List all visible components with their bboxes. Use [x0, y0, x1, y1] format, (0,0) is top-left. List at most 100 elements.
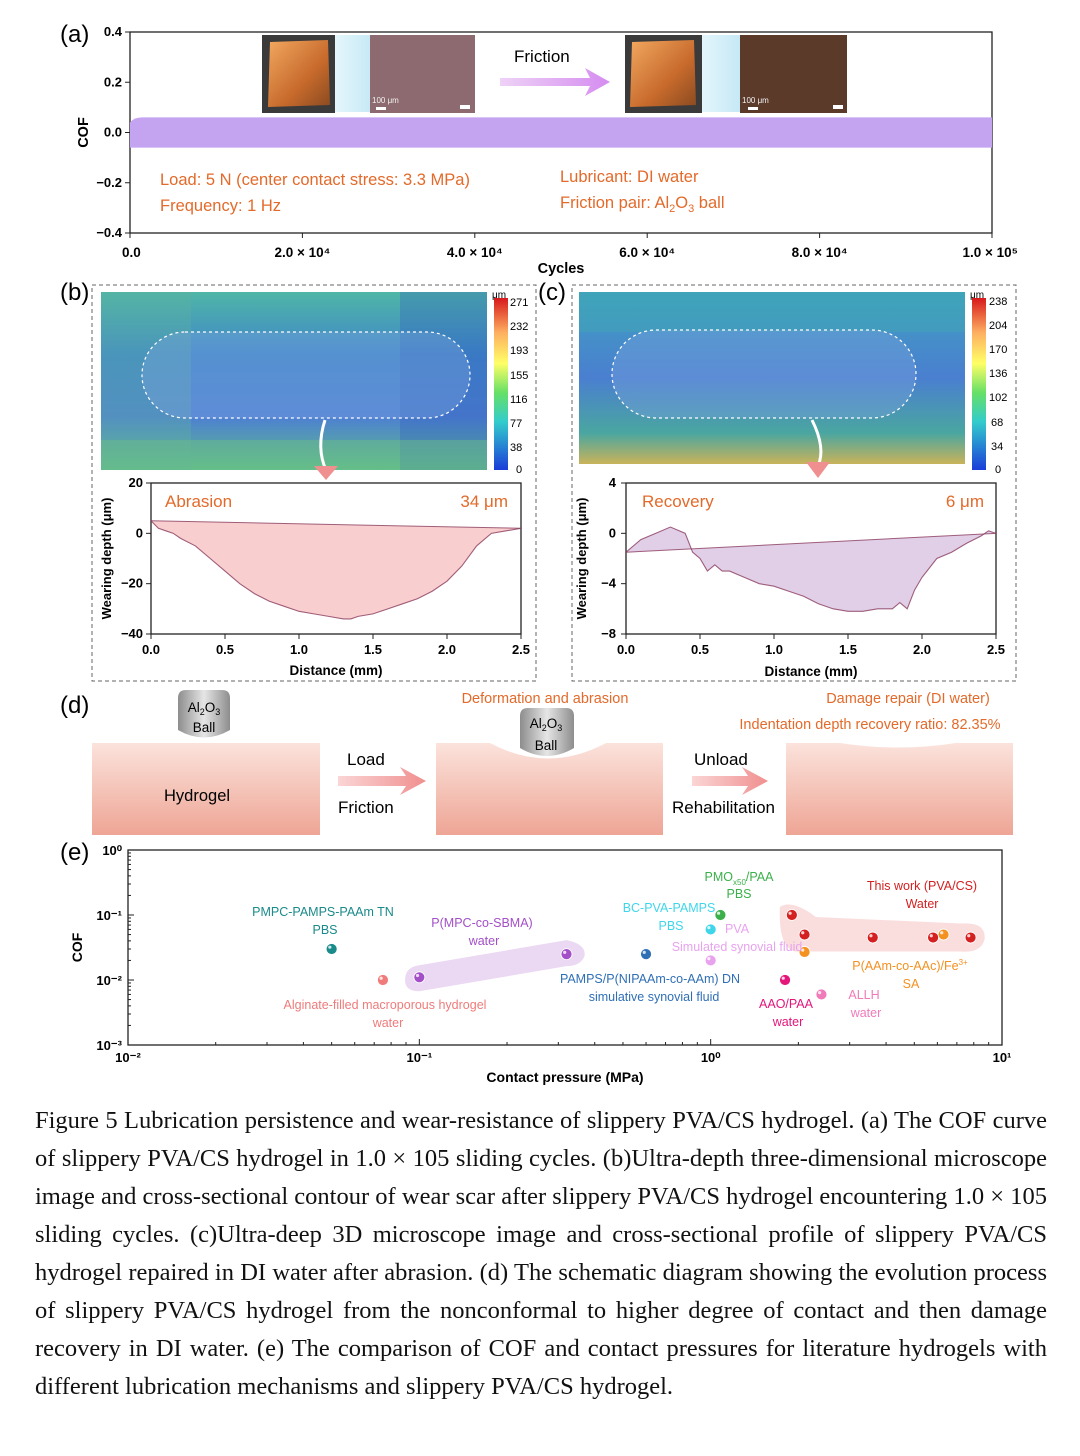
colorbar-tick: 170: [989, 344, 1007, 356]
profile-label-b: Abrasion: [165, 492, 232, 511]
data-point: [704, 954, 717, 967]
friction-label: Friction: [338, 798, 394, 817]
data-point-highlight: [781, 976, 785, 980]
plot-frame: [127, 849, 1003, 1046]
label-bc-medium: PBS: [658, 919, 683, 933]
data-point-highlight: [788, 911, 792, 915]
y-tick-label: 10⁻²: [96, 973, 122, 988]
colorbar-unit: μm: [970, 290, 984, 301]
colorbar-tick: 102: [989, 392, 1007, 404]
x-tick-label: 8.0 × 10⁴: [792, 245, 848, 260]
figure-caption: Figure 5 Lubrication persistence and wea…: [35, 1107, 1047, 1400]
hydrogel-block: [92, 743, 320, 835]
data-point: [964, 931, 977, 944]
scatter-labels: PMPC-PAMPS-PAAm TN PBS Alginate-filled m…: [252, 870, 977, 1030]
data-point-highlight: [379, 976, 383, 980]
data-point: [927, 931, 939, 944]
y-tick-label: 10⁰: [102, 843, 122, 858]
data-point: [714, 909, 727, 921]
data-point: [785, 909, 798, 921]
chart-a: 0.40.20.0−0.2−0.40.0 2.0 × 10⁴ 4.0 × 10⁴ 6.…: [76, 24, 1018, 277]
y-tick-label: 10⁻³: [96, 1038, 122, 1053]
friction-arrow: [500, 68, 610, 96]
label-pamps: PAMPS/P(NIPAAm-co-AAm) DN: [560, 972, 740, 986]
x-tick-label: 10⁻²: [115, 1050, 141, 1065]
rehabilitation-label: Rehabilitation: [672, 798, 775, 817]
data-point: [779, 974, 791, 986]
y-tick-label: −0.4: [96, 225, 122, 240]
figure: (a) 0.40.20.0−0.2−0.40.0 2.0 × 10⁴ 4.0 × 1…: [60, 21, 1018, 1085]
label-this-work-medium: Water: [906, 897, 939, 911]
x-axis-label: Cycles: [538, 261, 585, 277]
panel-label-e: (e): [60, 839, 89, 866]
y-tick-label: 0.4: [104, 24, 123, 39]
wear-area: [626, 527, 996, 612]
load-label: Load: [347, 750, 385, 769]
label-mpc-medium: water: [468, 934, 500, 948]
data-point-highlight: [328, 945, 332, 949]
x-tick-label: 0.0: [142, 642, 160, 657]
highlight-region: [405, 940, 585, 992]
colorbar-tick: 193: [510, 345, 528, 357]
microscope-image-after: [740, 35, 847, 113]
depth-label-c: 6 μm: [946, 492, 984, 511]
scan-image-c: [579, 292, 965, 478]
data-point-highlight: [929, 934, 933, 938]
y-tick-label: 20: [129, 475, 143, 490]
x-axis-label: Distance (mm): [764, 664, 857, 679]
chart-b: 20 0 −20 −400.0 0.5 1.0 1.5 2.0 2.5 Distance (mm)…: [99, 475, 530, 678]
panel-label-b: (b): [60, 279, 89, 306]
scale-bar-label: 100 μm: [372, 96, 399, 105]
unload-label: Unload: [694, 750, 748, 769]
data-point-highlight: [940, 931, 944, 935]
profile-label-c: Recovery: [642, 492, 714, 511]
ball-icon: [520, 708, 574, 756]
colorbar-tick: 77: [510, 418, 522, 430]
depth-label-b: 34 μm: [460, 492, 508, 511]
inset-images: 100 μm Friction 100 μm: [262, 35, 847, 113]
data-point-highlight: [717, 911, 721, 915]
colorbar-unit: μm: [492, 290, 506, 301]
label-pmo-medium: PBS: [726, 887, 751, 901]
x-tick-label: 1.5: [364, 642, 382, 657]
y-tick-label: 4: [609, 475, 617, 490]
colorbar-tick: 238: [989, 296, 1007, 308]
schematic-stage-3: Damage repair (DI water) Indentation dep…: [739, 691, 1013, 835]
scan-image-b: [101, 292, 487, 480]
data-point-highlight: [967, 934, 971, 938]
data-point-highlight: [869, 934, 873, 938]
label-pamps-medium: simulative synovial fluid: [589, 990, 720, 1004]
data-point: [815, 988, 828, 1001]
y-tick-label: −4: [601, 576, 617, 591]
label-this-work: This work (PVA/CS): [867, 879, 977, 893]
data-point-highlight: [642, 950, 646, 954]
profile-line: [150, 520, 522, 620]
load-condition: Load: 5 N (center contact stress: 3.3 MP…: [160, 171, 470, 189]
colorbar-tick: 116: [510, 394, 528, 406]
label-aao-medium: water: [772, 1015, 804, 1029]
x-tick-label: 1.5: [839, 642, 857, 657]
label-pmpc-medium: PBS: [312, 923, 337, 937]
cof-band: [130, 117, 992, 148]
x-tick-label: 1.0 × 10⁵: [962, 245, 1018, 260]
y-tick-label: −0.2: [96, 175, 122, 190]
label-alginate-medium: water: [372, 1016, 404, 1030]
hydrogel-block: [786, 743, 1013, 835]
y-tick-label: −20: [121, 576, 143, 591]
data-point: [866, 931, 879, 944]
x-tick-label: 2.0: [913, 642, 931, 657]
data-point: [937, 928, 950, 941]
y-tick-label: 0: [609, 525, 616, 540]
data-point-highlight: [801, 948, 805, 952]
colorbar-tick: 271: [510, 297, 528, 309]
wear-scar-outline: [611, 329, 917, 419]
x-tick-label: 6.0 × 10⁴: [619, 245, 675, 260]
colorbar-b: μm 271 232 193 155 116 77 38 0: [492, 290, 528, 476]
data-point: [640, 948, 652, 961]
x-tick-label: 10¹: [993, 1050, 1012, 1065]
colorbar-c: μm 238 204 170 136 102 68 34 0: [970, 290, 1007, 476]
data-point-highlight: [563, 950, 567, 954]
ball-label: Ball: [535, 738, 558, 753]
colorbar-tick: 34: [991, 441, 1003, 453]
